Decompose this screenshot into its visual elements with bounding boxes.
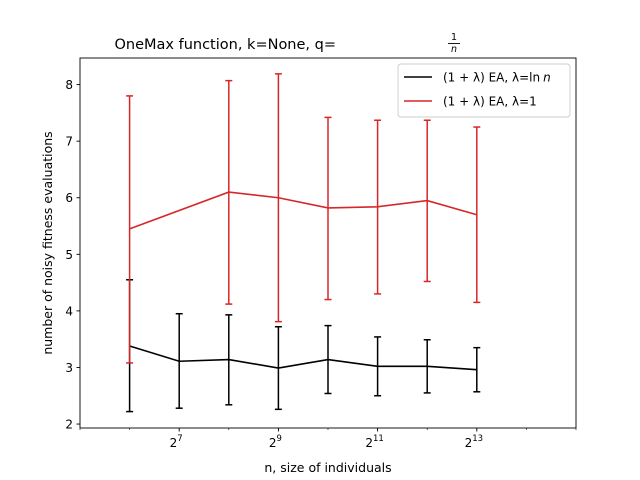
x-tick-label-exponent: 11 (373, 434, 384, 444)
x-tick-label-base: 2 (465, 436, 473, 450)
x-tick-label-exponent: 7 (177, 434, 182, 444)
x-tick-label-base: 2 (170, 436, 178, 450)
legend: (1 + λ) EA, λ=ln n (1 + λ) EA, λ=1 (397, 63, 571, 118)
x-tick-label-base: 2 (269, 436, 277, 450)
chart-title-group: OneMax function, k=None, q= 1 n (114, 32, 460, 55)
x-tick-label: 29 (269, 434, 282, 450)
legend-entry-1: (1 + λ) EA, λ=ln n (404, 71, 551, 85)
chart-title: OneMax function, k=None, q= (114, 37, 336, 53)
plot-area (126, 73, 481, 413)
y-tick-label: 2 (65, 418, 73, 432)
y-axis: 2 3 4 5 6 7 8 (65, 78, 80, 432)
legend-label-2-text: (1 + λ) EA, λ=1 (443, 95, 537, 109)
legend-box (397, 63, 571, 118)
x-axis: 27 29 211 213 (79, 428, 577, 450)
chart-title-fraction-numerator: 1 (451, 32, 457, 43)
y-tick-label: 3 (65, 361, 73, 375)
y-tick-label: 6 (65, 191, 73, 205)
x-tick-label: 27 (170, 434, 183, 450)
series-1-line (129, 345, 477, 371)
legend-label-1-text: (1 + λ) EA, λ=ln (443, 71, 540, 85)
legend-label-2: (1 + λ) EA, λ=1 (443, 95, 537, 109)
series-2-line (129, 191, 478, 230)
y-axis-label: number of noisy fitness evaluations (40, 131, 55, 354)
series-2 (126, 73, 481, 364)
series-1 (126, 279, 481, 413)
x-tick-label-base: 2 (365, 436, 373, 450)
x-axis-label: n, size of individuals (264, 460, 391, 475)
legend-label-1-variable: n (543, 71, 551, 85)
legend-entry-2: (1 + λ) EA, λ=1 (404, 95, 537, 109)
y-tick-label: 4 (65, 304, 73, 318)
y-tick-label: 7 (65, 135, 73, 149)
chart-title-fraction-denominator: n (451, 44, 457, 55)
x-tick-label: 213 (465, 434, 483, 450)
y-tick-label: 8 (65, 78, 73, 92)
legend-label-1: (1 + λ) EA, λ=ln n (443, 71, 551, 85)
x-tick-label-exponent: 13 (472, 434, 483, 444)
x-tick-label-exponent: 9 (277, 434, 282, 444)
y-tick-label: 5 (65, 248, 73, 262)
x-tick-label: 211 (365, 434, 383, 450)
